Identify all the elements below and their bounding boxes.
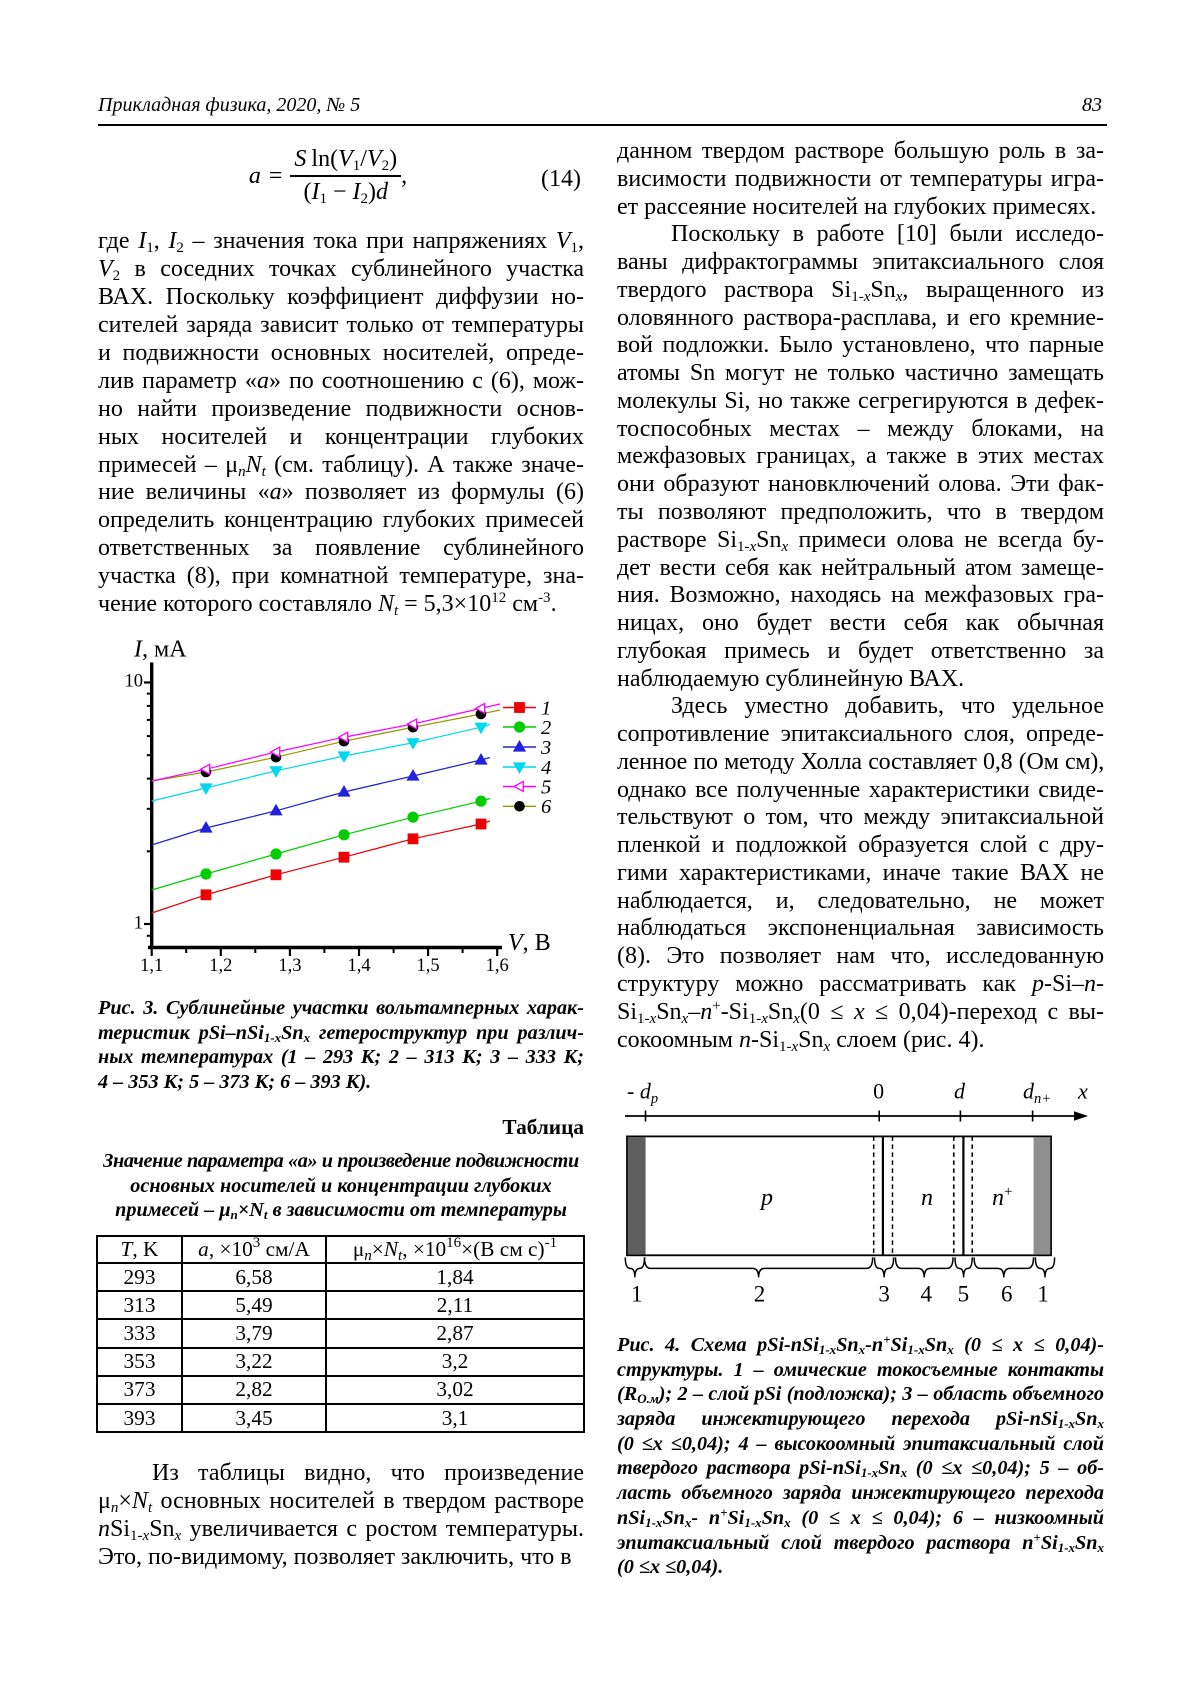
svg-text:1,3: 1,3 <box>278 956 301 976</box>
svg-text:n: n <box>921 1185 933 1211</box>
svg-text:p: p <box>759 1185 773 1211</box>
svg-text:V, В: V, В <box>508 930 551 956</box>
svg-text:1: 1 <box>631 1281 643 1306</box>
svg-text:1,6: 1,6 <box>486 956 509 976</box>
svg-text:2: 2 <box>754 1281 766 1306</box>
svg-text:1: 1 <box>541 697 551 719</box>
svg-text:d: d <box>954 1079 966 1104</box>
svg-text:n: n <box>992 1185 1004 1211</box>
svg-text:6: 6 <box>1001 1281 1013 1306</box>
svg-text:3: 3 <box>878 1281 890 1306</box>
svg-text:1: 1 <box>1037 1281 1049 1306</box>
svg-text:+: + <box>1004 1184 1012 1200</box>
svg-text:6: 6 <box>541 796 552 818</box>
svg-text:5: 5 <box>541 776 551 798</box>
svg-text:- dp: - dp <box>627 1079 658 1108</box>
svg-text:1,5: 1,5 <box>417 956 440 976</box>
svg-text:dn+: dn+ <box>1023 1079 1051 1108</box>
svg-text:3: 3 <box>540 737 551 759</box>
svg-text:I, мА: I, мА <box>133 637 187 663</box>
svg-text:1: 1 <box>134 913 143 933</box>
svg-text:4: 4 <box>920 1281 932 1306</box>
svg-text:4: 4 <box>541 757 551 779</box>
svg-text:2: 2 <box>541 717 551 739</box>
svg-text:1,4: 1,4 <box>347 956 370 976</box>
svg-text:1,2: 1,2 <box>209 956 232 976</box>
svg-text:10: 10 <box>125 672 144 692</box>
svg-text:0: 0 <box>873 1079 884 1104</box>
svg-text:x: x <box>1077 1079 1088 1104</box>
svg-text:1,1: 1,1 <box>140 956 163 976</box>
svg-text:5: 5 <box>958 1281 970 1306</box>
